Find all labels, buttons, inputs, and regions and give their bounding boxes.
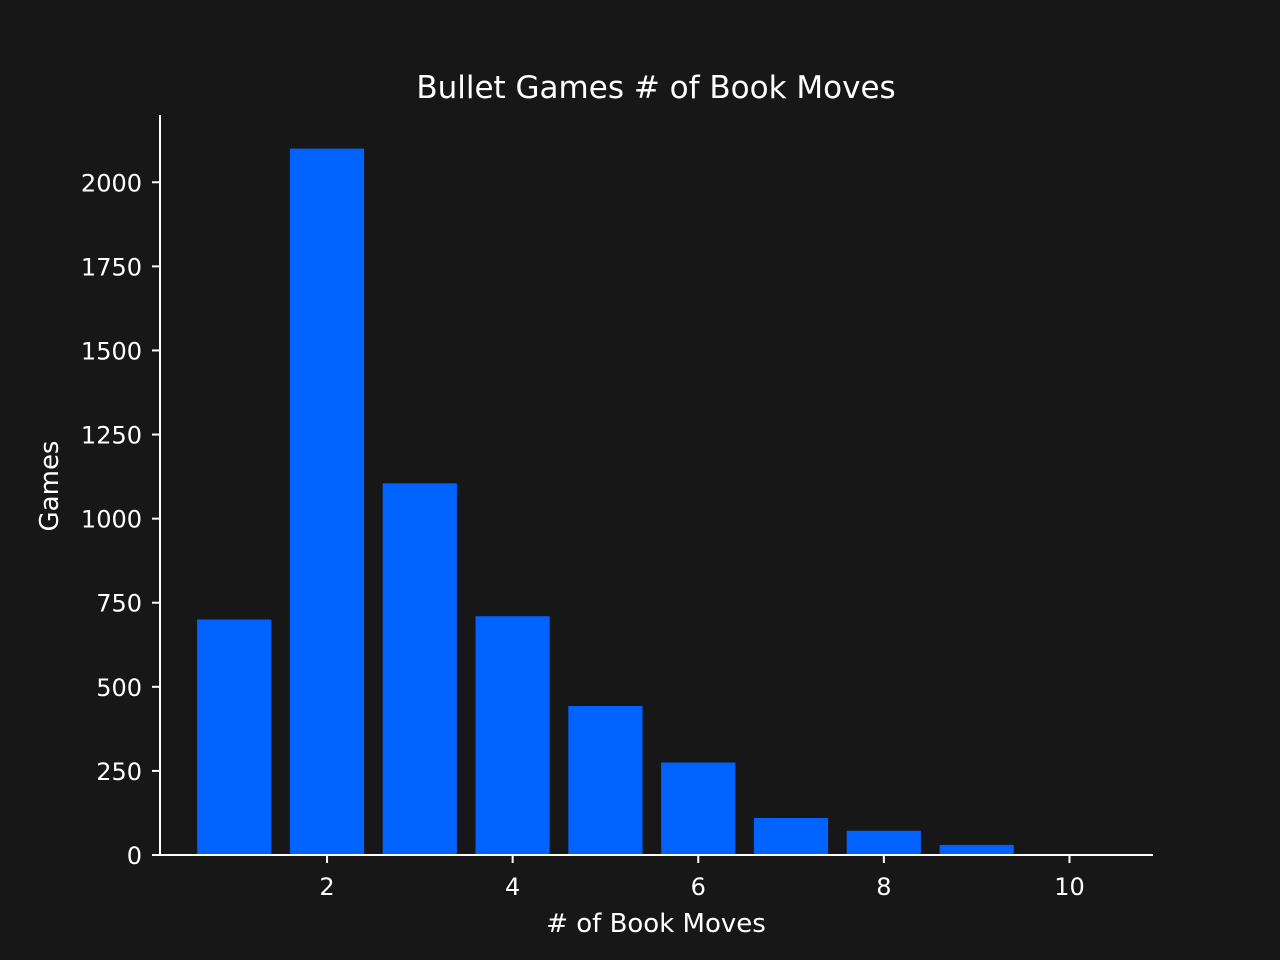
y-tick-label-250: 250 [96, 758, 142, 786]
x-tick-label-10: 10 [1054, 873, 1085, 901]
bar-5 [568, 706, 643, 855]
bar-7 [753, 818, 829, 855]
x-tick-label-4: 4 [505, 873, 520, 901]
bar-2 [289, 148, 365, 856]
y-axis-label: Games [35, 441, 65, 532]
bars-group [197, 148, 1014, 856]
y-tick-label-750: 750 [96, 590, 142, 618]
bar-9 [939, 844, 1014, 855]
y-tick-label-2000: 2000 [81, 169, 142, 197]
x-tick-label-6: 6 [691, 873, 706, 901]
bar-6 [661, 762, 736, 855]
y-tick-label-1500: 1500 [81, 337, 142, 365]
x-tick-label-2: 2 [319, 873, 334, 901]
bar-3 [382, 483, 457, 855]
y-tick-label-1750: 1750 [81, 253, 142, 281]
bar-4 [475, 616, 550, 855]
y-tick-label-1000: 1000 [81, 506, 142, 534]
x-axis-label: # of Book Moves [546, 909, 766, 939]
x-tick-label-8: 8 [876, 873, 891, 901]
y-tick-label-0: 0 [127, 842, 142, 870]
y-axis-ticks: 0 250 500 750 1000 1250 1500 1750 2000 [81, 169, 160, 870]
bar-8 [846, 830, 921, 855]
x-axis-ticks: 2 4 6 8 10 [319, 855, 1085, 901]
y-tick-label-1250: 1250 [81, 422, 142, 450]
chart-title: Bullet Games # of Book Moves [416, 70, 895, 106]
bar-1 [197, 619, 272, 855]
y-tick-label-500: 500 [96, 674, 142, 702]
